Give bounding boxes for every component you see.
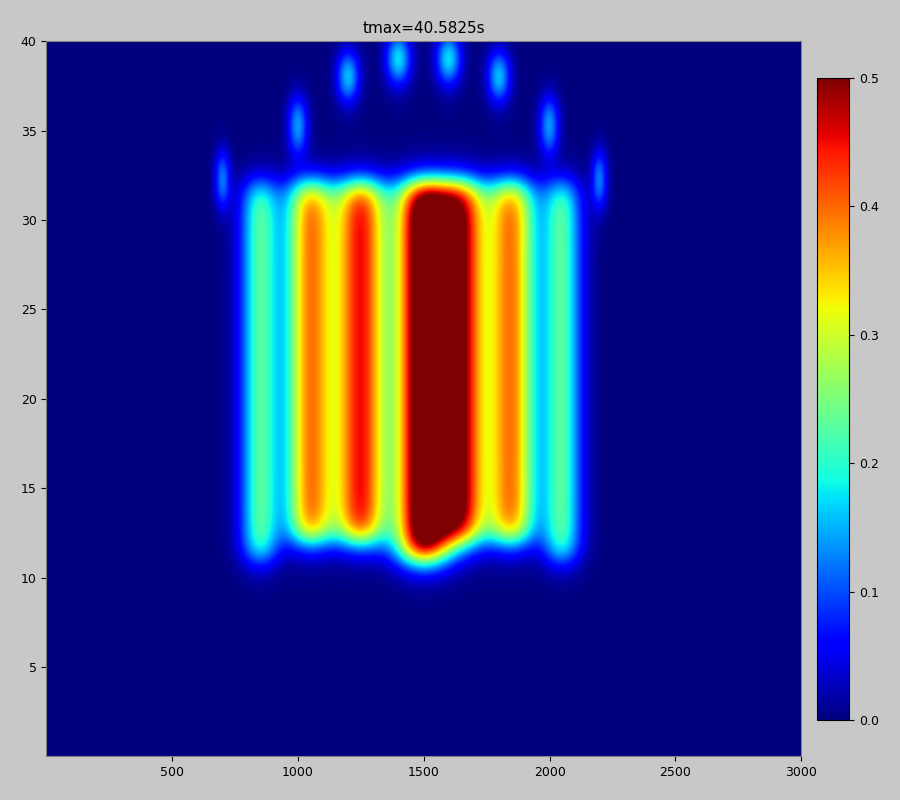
- Title: tmax=40.5825s: tmax=40.5825s: [363, 21, 485, 36]
